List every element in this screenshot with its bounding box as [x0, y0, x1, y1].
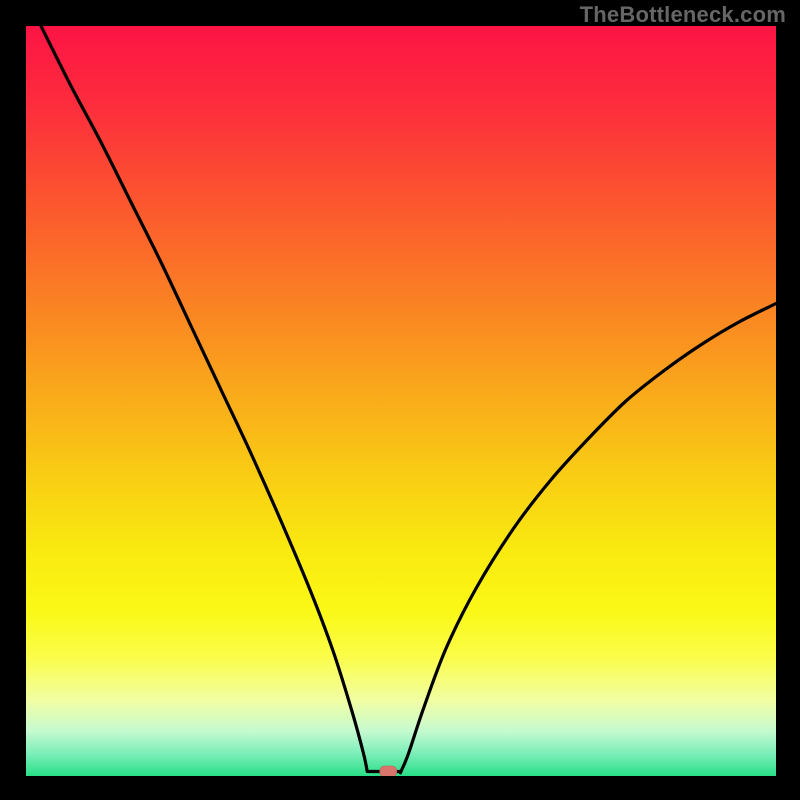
bottleneck-chart: [0, 0, 800, 800]
optimal-point-marker: [380, 766, 397, 777]
plot-gradient-background: [26, 26, 776, 776]
chart-container: TheBottleneck.com: [0, 0, 800, 800]
source-watermark: TheBottleneck.com: [580, 2, 786, 28]
